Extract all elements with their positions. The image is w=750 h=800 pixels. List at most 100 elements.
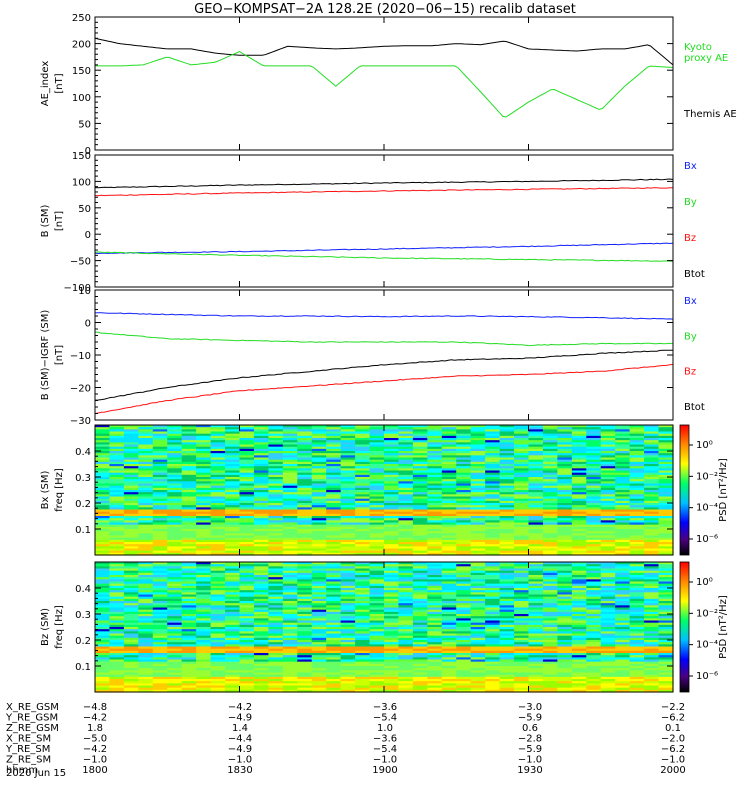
spectrogram-cell (167, 455, 183, 459)
spectrogram-cell (253, 459, 269, 463)
spectrogram-cell (600, 637, 616, 641)
spectrogram-cell (427, 474, 443, 478)
y-axis-label: [nT] (54, 345, 65, 365)
spectrogram-cell (123, 629, 139, 632)
spectrogram-cell (441, 644, 457, 648)
spectrogram-cell (311, 594, 327, 598)
spectrogram-cell (586, 592, 602, 596)
spectrogram-cell (355, 438, 371, 441)
spectrogram-cell (253, 650, 269, 654)
spectrogram-cell (441, 524, 457, 528)
spectrogram-cell (239, 620, 255, 624)
spectrogram-cell (427, 464, 443, 467)
spectrogram-cell (369, 459, 385, 463)
spectrogram-cell (485, 607, 501, 611)
spectrogram-cell (398, 564, 414, 567)
spectrogram-cell (644, 535, 660, 539)
spectrogram-cell (311, 596, 327, 600)
spectrogram-cell (196, 590, 212, 593)
spectrogram-cell (615, 446, 631, 450)
spectrogram-cell (629, 676, 645, 680)
spectrogram-cell (528, 522, 544, 526)
spectrogram-cell (109, 511, 125, 515)
spectrogram-cell (427, 676, 443, 680)
spectrogram-cell (239, 611, 255, 615)
spectrogram-cell (600, 529, 616, 532)
spectrogram-cell (340, 683, 356, 687)
spectrogram-cell (225, 666, 241, 669)
spectrogram-cell (210, 474, 226, 478)
spectrogram-cell (542, 457, 558, 461)
spectrogram-cell (95, 492, 111, 495)
spectrogram-cell (384, 468, 400, 472)
spectrogram-cell (268, 516, 284, 519)
spectrogram-cell (644, 531, 660, 534)
spectrogram-cell (441, 477, 457, 480)
spectrogram-cell (571, 655, 587, 658)
spectrogram-cell (571, 624, 587, 628)
spectrogram-cell (123, 535, 139, 539)
spectrogram-cell (615, 461, 631, 465)
spectrogram-cell (412, 564, 428, 567)
spectrogram-cell (557, 511, 573, 515)
spectrogram-cell (239, 616, 255, 619)
spectrogram-cell (514, 490, 530, 493)
spectrogram-cell (629, 579, 645, 583)
spectrogram-cell (658, 614, 674, 617)
spectrogram-cell (644, 483, 660, 487)
spectrogram-cell (210, 689, 226, 693)
spectrogram-cell (225, 590, 241, 593)
spectrogram-cell (456, 605, 472, 609)
spectrogram-cell (384, 494, 400, 498)
spectrogram-cell (658, 429, 674, 433)
spectrogram-cell (268, 627, 284, 630)
spectrogram-cell (586, 546, 602, 550)
spectrogram-cell (167, 429, 183, 433)
spectrogram-cell (109, 609, 125, 613)
spectrogram-cell (109, 520, 125, 524)
spectrogram-cell (600, 620, 616, 624)
spectrogram-cell (210, 637, 226, 641)
spectrogram-cell (311, 513, 327, 517)
spectrogram-cell (152, 564, 168, 567)
spectrogram-cell (412, 539, 428, 543)
spectrogram-cell (253, 637, 269, 641)
spectrogram-cell (398, 575, 414, 578)
spectrogram-cell (412, 492, 428, 495)
spectrogram-cell (384, 526, 400, 530)
spectrogram-cell (398, 661, 414, 665)
spectrogram-cell (268, 668, 284, 671)
spectrogram-cell (225, 566, 241, 570)
spectrogram-cell (528, 601, 544, 604)
spectrogram-cell (282, 679, 298, 682)
spectrogram-cell (326, 635, 342, 639)
spectrogram-cell (268, 477, 284, 480)
spectrogram-cell (181, 535, 197, 539)
spectrogram-cell (514, 650, 530, 654)
spectrogram-cell (181, 464, 197, 467)
spectrogram-cell (499, 505, 515, 508)
spectrogram-cell (311, 581, 327, 585)
spectrogram-cell (239, 479, 255, 482)
spectrogram-cell (109, 572, 125, 576)
spectrogram-cell (398, 448, 414, 452)
spectrogram-cell (167, 568, 183, 572)
spectrogram-cell (528, 598, 544, 602)
spectrogram-cell (95, 607, 111, 611)
spectrogram-cell (644, 516, 660, 519)
spectrogram-cell (340, 535, 356, 539)
spectrogram-cell (441, 583, 457, 587)
spectrogram-cell (282, 644, 298, 648)
spectrogram-cell (658, 485, 674, 489)
spectrogram-cell (629, 451, 645, 454)
spectrogram-cell (412, 500, 428, 504)
spectrogram-cell (470, 513, 486, 517)
spectrogram-cell (123, 464, 139, 467)
spectrogram-cell (196, 657, 212, 661)
spectrogram-cell (456, 601, 472, 604)
spectrogram-cell (369, 618, 385, 622)
spectrogram-cell (109, 676, 125, 680)
spectrogram-cell (340, 644, 356, 648)
spectrogram-cell (427, 627, 443, 630)
spectrogram-cell (109, 592, 125, 596)
